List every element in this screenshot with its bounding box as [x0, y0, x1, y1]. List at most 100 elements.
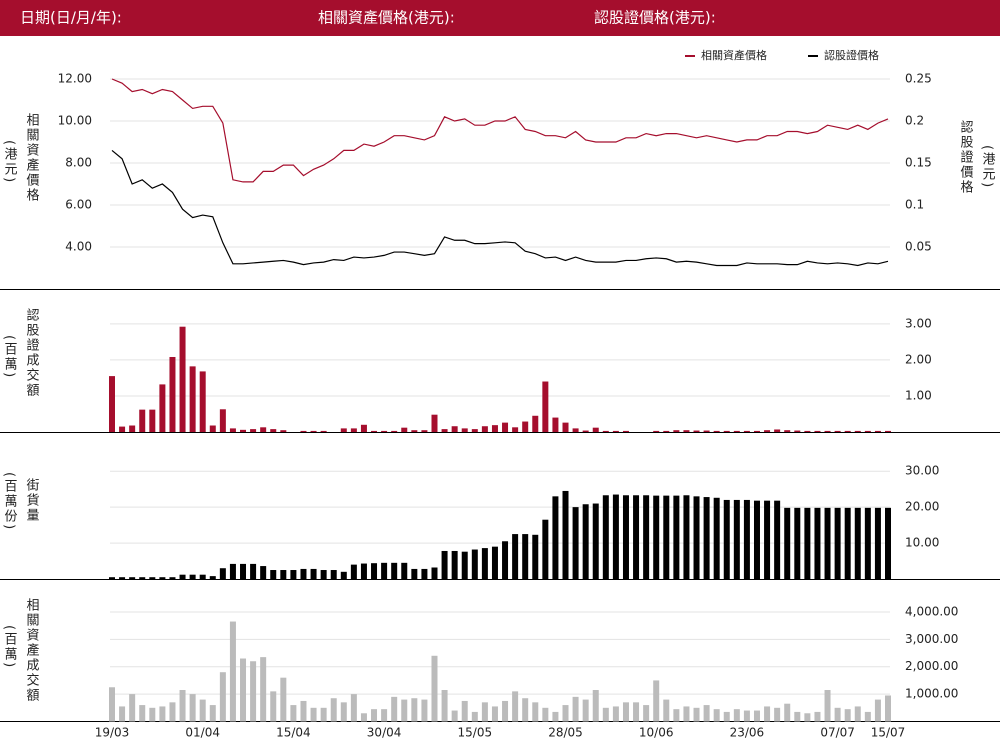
- bar: [481, 426, 488, 432]
- y2-tick-label: 0.1: [905, 198, 924, 212]
- bar: [360, 424, 367, 432]
- bar: [874, 507, 881, 579]
- bar: [280, 570, 287, 579]
- bar: [784, 430, 791, 432]
- bar: [461, 700, 468, 722]
- bar: [663, 430, 670, 432]
- bar: [109, 376, 115, 432]
- date-label: 日期(日/月/年):: [20, 9, 122, 27]
- bar: [149, 707, 156, 722]
- bar: [864, 507, 871, 579]
- bar: [159, 384, 166, 432]
- bar: [844, 507, 851, 579]
- y-tick-label: 10.00: [905, 536, 939, 550]
- bar: [391, 430, 398, 432]
- bar: [310, 707, 317, 722]
- bar: [622, 495, 629, 579]
- bar: [451, 710, 458, 722]
- bar: [512, 427, 519, 432]
- bar: [572, 428, 579, 432]
- bar: [421, 568, 428, 579]
- bar: [280, 677, 287, 722]
- bar: [401, 562, 408, 579]
- y-tick-label: 20.00: [905, 500, 939, 514]
- bar: [471, 711, 478, 722]
- bar: [612, 706, 619, 722]
- bar: [300, 430, 307, 432]
- bar: [360, 713, 367, 722]
- bar: [381, 709, 388, 722]
- bar: [199, 371, 206, 432]
- bar: [169, 577, 176, 579]
- bar: [824, 507, 831, 579]
- bar: [260, 427, 267, 432]
- bar: [119, 426, 126, 432]
- y-axis-label: 認股證成交額: [24, 307, 40, 398]
- bar: [874, 430, 881, 432]
- bar: [683, 430, 690, 432]
- bar: [602, 707, 609, 722]
- bar: [693, 496, 700, 579]
- y-axis-label: 街貨量: [24, 478, 40, 523]
- bar: [209, 576, 216, 579]
- bar: [300, 568, 307, 579]
- y-tick-label: 2.00: [905, 352, 932, 366]
- x-tick-label: 23/06: [730, 726, 765, 740]
- bar: [764, 706, 771, 722]
- y-tick-label: 6.00: [65, 198, 92, 212]
- bar: [844, 430, 851, 432]
- bar: [653, 430, 660, 432]
- bar: [129, 425, 136, 432]
- x-tick-label: 15/05: [458, 726, 493, 740]
- bar: [633, 495, 640, 579]
- bar: [431, 655, 438, 722]
- series-line: [111, 78, 889, 183]
- bar: [804, 507, 811, 579]
- bar: [229, 428, 236, 432]
- bar: [683, 495, 690, 579]
- bar: [240, 658, 247, 722]
- warrant-label: 認股證價格(港元):: [594, 9, 716, 27]
- bar: [572, 696, 579, 722]
- bar: [774, 429, 781, 432]
- bar: [320, 570, 327, 579]
- bar: [582, 430, 589, 432]
- bar: [179, 690, 186, 722]
- bar: [401, 427, 408, 432]
- bar: [562, 705, 569, 722]
- bar: [149, 409, 156, 432]
- bar: [814, 711, 821, 722]
- y-tick-label: 4.00: [65, 240, 92, 254]
- bar: [290, 705, 297, 722]
- bar: [854, 507, 861, 579]
- bar: [502, 700, 509, 722]
- bar: [491, 706, 498, 722]
- bar: [663, 699, 670, 722]
- bar: [219, 568, 226, 579]
- x-tick-label: 01/04: [185, 726, 220, 740]
- bar: [481, 548, 488, 579]
- bar: [643, 705, 650, 722]
- bar: [461, 551, 468, 579]
- bar: [532, 534, 539, 579]
- bar: [139, 705, 146, 722]
- bar: [209, 425, 216, 432]
- bar: [350, 694, 357, 722]
- bar: [391, 562, 398, 579]
- bar: [673, 709, 680, 722]
- bar: [804, 430, 811, 432]
- bar: [491, 546, 498, 579]
- bar: [885, 507, 891, 579]
- bar: [179, 574, 186, 579]
- bar: [592, 503, 599, 579]
- bar: [814, 507, 821, 579]
- bar: [824, 430, 831, 432]
- y-axis-label: 相關資產成交額: [24, 598, 40, 703]
- bar: [743, 710, 750, 722]
- bar: [159, 577, 166, 579]
- underlying-label: 相關資產價格(港元):: [318, 9, 455, 27]
- bar: [864, 711, 871, 722]
- bar: [139, 577, 146, 579]
- bar: [300, 700, 307, 722]
- bar: [774, 707, 781, 722]
